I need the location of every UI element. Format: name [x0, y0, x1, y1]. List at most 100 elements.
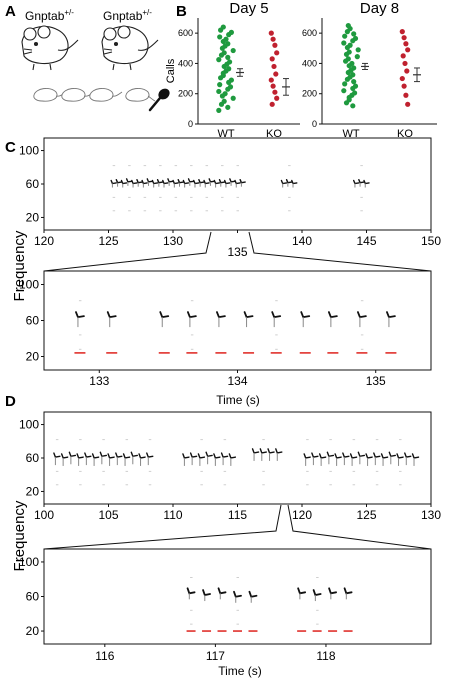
- vocalization-call: [334, 453, 342, 459]
- swarm-ytick-label: 200: [178, 89, 193, 99]
- swarm-point: [230, 47, 236, 54]
- swarm-point: [399, 75, 405, 82]
- swarm-point: [344, 29, 350, 35]
- vocalization-call: [343, 587, 353, 595]
- vocalization-call: [131, 179, 138, 185]
- swarm-ytick-label: 600: [178, 28, 193, 38]
- spectrogram-xtick-label: 145: [356, 234, 376, 248]
- vocalization-call: [197, 453, 206, 459]
- swarm-title: Day 5: [229, 0, 268, 17]
- vocalization-call: [76, 453, 84, 459]
- vocalization-call: [172, 179, 179, 185]
- pup-mouse-1-icon: [33, 88, 67, 102]
- vocalization-call: [303, 453, 311, 459]
- vocalization-call: [365, 453, 373, 459]
- spectrogram-ytick-label: 20: [26, 350, 40, 364]
- swarm-point: [405, 47, 411, 53]
- spectrogram-xtick-label: 130: [421, 508, 441, 522]
- spectrogram-xtick-label: 120: [292, 508, 312, 522]
- swarm-point: [221, 63, 227, 70]
- swarm-point: [341, 40, 347, 46]
- spectrogram-frame: [43, 411, 432, 505]
- swarm-point: [218, 101, 225, 107]
- vocalization-call: [193, 179, 200, 185]
- swarm-point: [270, 83, 276, 89]
- vocalization-call: [259, 448, 267, 454]
- mouse-illustration-left: Gnptab+/-: [21, 8, 123, 102]
- swarm-point: [271, 63, 277, 70]
- swarm-ytick-label: 200: [302, 89, 317, 99]
- vocalization-call: [380, 453, 389, 459]
- swarm-title: Day 8: [360, 0, 399, 17]
- spectrogram-xtick-label: 135: [227, 245, 247, 259]
- swarm-point: [216, 107, 222, 113]
- d-xlabel: Time (s): [218, 664, 262, 678]
- vocalization-call: [151, 179, 159, 185]
- vocalization-call: [202, 589, 211, 597]
- swarm-point: [225, 54, 231, 60]
- spectrogram-d-zoom: 100 60 20 116 117 118: [19, 548, 432, 663]
- vocalization-call: [60, 453, 69, 459]
- swarm-point: [350, 38, 356, 44]
- vocalization-call: [122, 453, 131, 459]
- spectrogram-xtick-label: 150: [421, 234, 441, 248]
- adult-mouse-left-icon: [21, 25, 79, 71]
- swarm-point: [343, 58, 349, 64]
- swarm-point: [268, 30, 274, 36]
- spectrogram-c-overview: 100 60 20 120 125 130 135 140 145 150: [19, 137, 441, 259]
- swarm-point: [270, 36, 276, 42]
- vocalization-call: [203, 179, 210, 185]
- vocalization-call: [312, 589, 322, 597]
- swarm-point: [343, 100, 350, 106]
- spectrogram-xtick-label: 140: [292, 234, 312, 248]
- swarm-point: [400, 53, 406, 59]
- c-ylabel: Frequency: [11, 230, 28, 301]
- spectrogram-ytick-label: 20: [26, 484, 40, 498]
- swarm-category-label: WT: [342, 128, 359, 140]
- swarm-point: [346, 63, 352, 69]
- vocalization-call: [107, 453, 115, 459]
- swarm-point: [401, 83, 407, 89]
- vocalization-call: [217, 587, 227, 595]
- microphone-icon: [148, 88, 170, 112]
- swarm-point: [274, 95, 280, 101]
- spectrogram-ytick-label: 20: [26, 210, 40, 224]
- swarm-point: [226, 32, 232, 38]
- vocalization-call: [186, 587, 196, 595]
- swarm-point: [230, 95, 236, 101]
- genotype-label-left: Gnptab+/-: [25, 8, 74, 23]
- vocalization-call: [228, 453, 237, 459]
- spectrogram-ytick-label: 60: [26, 590, 40, 604]
- swarm-point: [226, 79, 232, 85]
- vocalization-call: [234, 179, 241, 185]
- vocalization-call: [275, 448, 283, 454]
- swarm-point: [218, 75, 224, 81]
- swarm-point: [355, 47, 361, 53]
- swarm-point: [273, 71, 279, 77]
- pup-mouse-2-icon: [61, 88, 95, 102]
- swarm-point: [343, 51, 350, 57]
- swarm-point: [225, 86, 231, 92]
- spectrogram-xtick-label: 115: [228, 508, 247, 522]
- vocalization-call: [318, 453, 327, 459]
- spectrogram-ytick-label: 60: [26, 177, 40, 191]
- vocalization-call: [396, 453, 404, 459]
- swarm-point: [350, 85, 356, 92]
- swarm-point: [272, 89, 278, 95]
- swarm-ytick-label: 400: [178, 58, 193, 68]
- zoom-connector-d: [43, 504, 432, 550]
- swarm-point: [405, 101, 411, 107]
- spectrogram-c-zoom: 100 60 20 133 134 135: [19, 270, 432, 388]
- spectrogram-xtick-label: 118: [316, 649, 335, 663]
- vocalization-call: [267, 448, 275, 454]
- swarm-plot-day5: 0 200 400 600 Day 5 Calls WT KO: [165, 0, 300, 140]
- swarm-point: [350, 103, 356, 109]
- swarm-point: [269, 101, 275, 107]
- spectrogram-ytick-label: 60: [26, 451, 40, 465]
- vocalization-call: [162, 179, 169, 185]
- swarm-point: [344, 76, 350, 82]
- swarm-point: [225, 104, 231, 110]
- vocalization-call: [182, 179, 190, 185]
- pup-mouse-4-icon: [125, 88, 156, 102]
- swarm-point: [342, 81, 348, 87]
